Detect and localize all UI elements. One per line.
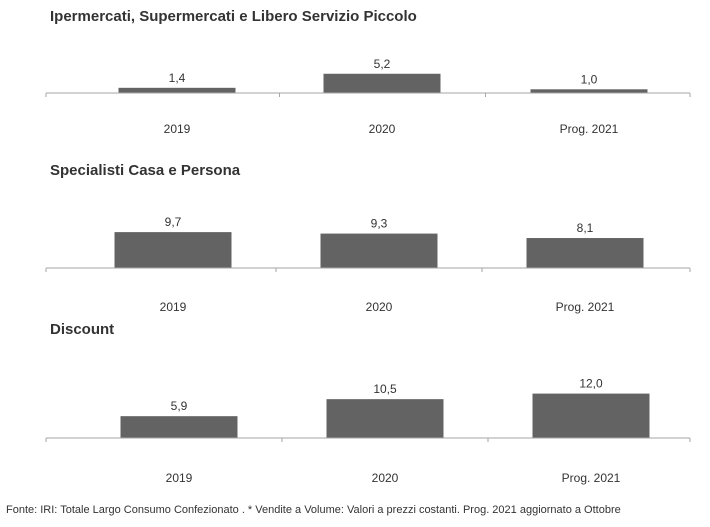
data-label: 5,9 [171, 399, 188, 413]
bar [118, 87, 236, 93]
data-label: 1,0 [581, 72, 598, 86]
data-label: 10,5 [373, 382, 397, 396]
x-tick-label: 2019 [160, 300, 187, 314]
bar [532, 393, 650, 438]
figure: Ipermercati, Supermercati e Libero Servi… [45, 8, 691, 485]
x-tick-label: 2020 [366, 300, 393, 314]
x-tick-label: 2020 [369, 122, 396, 136]
bar [526, 238, 644, 268]
bar [326, 399, 444, 438]
data-label: 1,4 [169, 71, 186, 85]
x-tick-label: 2020 [372, 471, 399, 485]
data-label: 12,0 [579, 377, 603, 391]
panel-title: Discount [50, 321, 114, 338]
bar [120, 416, 238, 438]
bar [114, 232, 232, 268]
panel-title: Ipermercati, Supermercati e Libero Servi… [50, 8, 417, 25]
x-tick-label: Prog. 2021 [562, 471, 621, 485]
x-tick-label: 2019 [164, 122, 191, 136]
bar [320, 233, 438, 268]
bar [323, 73, 441, 93]
source-footnote: Fonte: IRI: Totale Largo Consumo Confezi… [6, 504, 621, 516]
x-tick-label: Prog. 2021 [556, 300, 615, 314]
x-tick-label: 2019 [166, 471, 193, 485]
data-label: 5,2 [374, 57, 391, 71]
panel-title: Specialisti Casa e Persona [50, 162, 241, 179]
x-tick-label: Prog. 2021 [560, 122, 619, 136]
bar [530, 89, 648, 93]
data-label: 8,1 [577, 221, 594, 235]
data-label: 9,7 [165, 215, 182, 229]
data-label: 9,3 [371, 217, 388, 231]
